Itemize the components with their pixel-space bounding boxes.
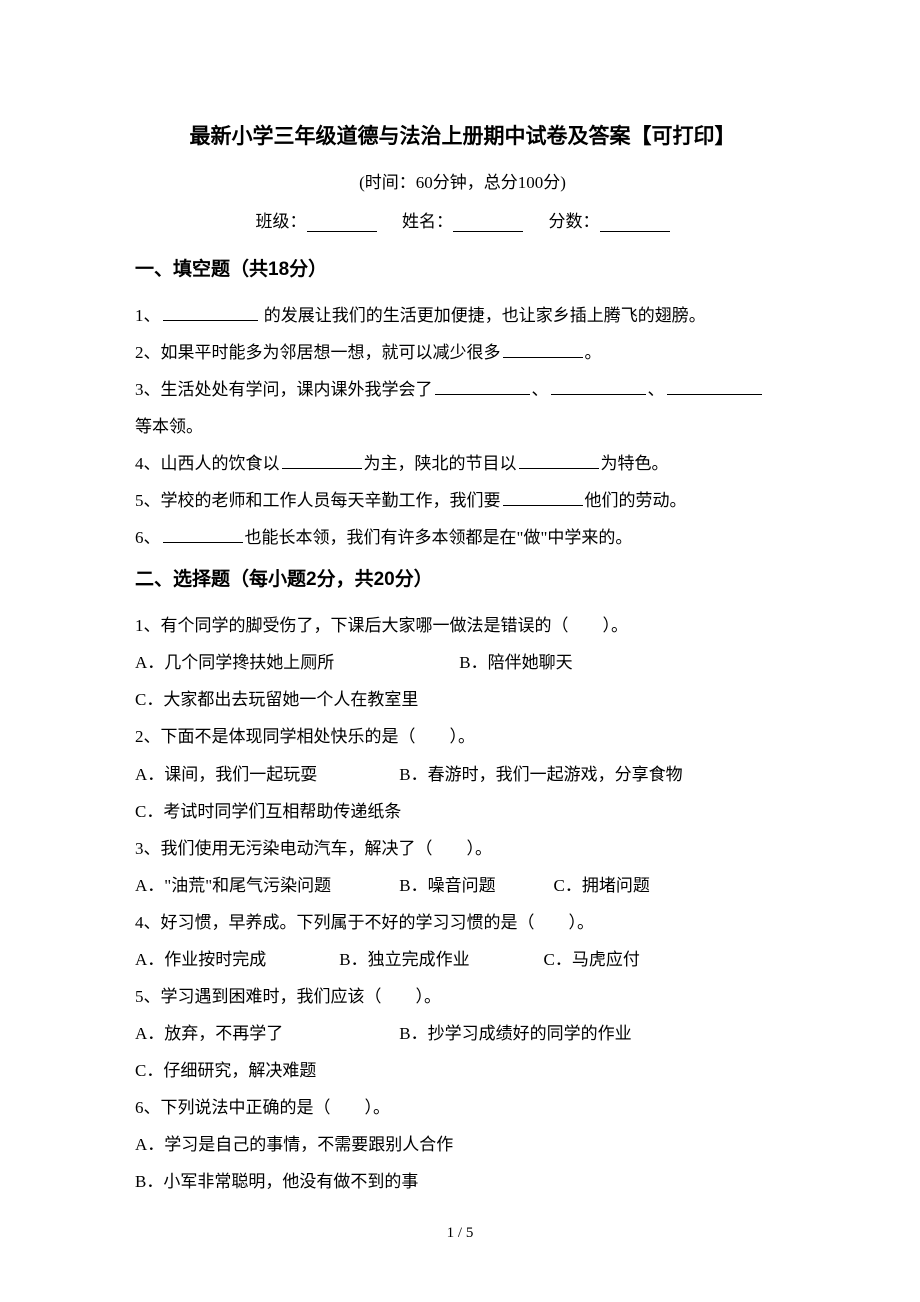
s2-q6-b[interactable]: B．小军非常聪明，他没有做不到的事 bbox=[135, 1163, 790, 1200]
s2-q1-b[interactable]: B．陪伴她聊天 bbox=[459, 653, 572, 672]
s1-q3-sep2: 、 bbox=[648, 380, 665, 399]
s2-q2-b[interactable]: B．春游时，我们一起游戏，分享食物 bbox=[399, 765, 682, 784]
s2-q2-c[interactable]: C．考试时同学们互相帮助传递纸条 bbox=[135, 793, 790, 830]
s2-q4-b[interactable]: B．独立完成作业 bbox=[339, 941, 539, 978]
name-label: 姓名： bbox=[402, 212, 453, 231]
s1-q2-pre: 2、如果平时能多为邻居想一想，就可以减少很多 bbox=[135, 343, 501, 362]
s1-q6: 6、 也能长本领，我们有许多本领都是在"做"中学来的。 bbox=[135, 519, 790, 556]
s1-q4-mid: 为主，陕北的节目以 bbox=[364, 454, 517, 473]
page-number: 1 / 5 bbox=[0, 1225, 920, 1242]
s2-q6: 6、下列说法中正确的是（ ）。 bbox=[135, 1089, 790, 1126]
s1-q3-blank3[interactable] bbox=[667, 381, 762, 395]
s1-q1-pre: 1、 bbox=[135, 306, 161, 325]
exam-subtitle: (时间：60分钟，总分100分) bbox=[135, 168, 790, 193]
s1-q2-blank[interactable] bbox=[503, 344, 583, 358]
s2-q1-options-ab: A．几个同学搀扶她上厕所 B．陪伴她聊天 bbox=[135, 644, 790, 681]
section1-header: 一、填空题（共18分） bbox=[135, 254, 790, 281]
s1-q5-pre: 5、学校的老师和工作人员每天辛勤工作，我们要 bbox=[135, 491, 501, 510]
section2-header: 二、选择题（每小题2分，共20分） bbox=[135, 564, 790, 591]
student-info-line: 班级： 姓名： 分数： bbox=[135, 207, 790, 232]
s1-q2: 2、如果平时能多为邻居想一想，就可以减少很多 。 bbox=[135, 334, 790, 371]
s2-q5-c[interactable]: C．仔细研究，解决难题 bbox=[135, 1052, 790, 1089]
s1-q1-blank[interactable] bbox=[163, 307, 258, 321]
class-label: 班级： bbox=[256, 212, 307, 231]
name-blank[interactable] bbox=[453, 214, 523, 232]
s1-q3-blank2[interactable] bbox=[551, 381, 646, 395]
s2-q1: 1、有个同学的脚受伤了，下课后大家哪一做法是错误的（ ）。 bbox=[135, 607, 790, 644]
class-blank[interactable] bbox=[307, 214, 377, 232]
s2-q3-options: A．"油荒"和尾气污染问题 B．噪音问题 C．拥堵问题 bbox=[135, 867, 790, 904]
s1-q4-pre: 4、山西人的饮食以 bbox=[135, 454, 280, 473]
s2-q2-options-ab: A．课间，我们一起玩耍 B．春游时，我们一起游戏，分享食物 bbox=[135, 756, 790, 793]
s2-q3-a[interactable]: A．"油荒"和尾气污染问题 bbox=[135, 867, 395, 904]
s1-q4-blank1[interactable] bbox=[282, 455, 362, 469]
s2-q5: 5、学习遇到困难时，我们应该（ ）。 bbox=[135, 978, 790, 1015]
s2-q4: 4、好习惯，早养成。下列属于不好的学习习惯的是（ ）。 bbox=[135, 904, 790, 941]
exam-title: 最新小学三年级道德与法治上册期中试卷及答案【可打印】 bbox=[135, 120, 790, 150]
s1-q3-blank1[interactable] bbox=[435, 381, 530, 395]
s2-q1-a[interactable]: A．几个同学搀扶她上厕所 bbox=[135, 644, 455, 681]
s1-q1-post: 的发展让我们的生活更加便捷，也让家乡插上腾飞的翅膀。 bbox=[260, 306, 706, 325]
s1-q2-post: 。 bbox=[585, 343, 602, 362]
score-label: 分数： bbox=[549, 212, 600, 231]
s1-q4: 4、山西人的饮食以 为主，陕北的节目以 为特色。 bbox=[135, 445, 790, 482]
s1-q6-blank[interactable] bbox=[163, 529, 243, 543]
s2-q3-c[interactable]: C．拥堵问题 bbox=[554, 876, 650, 895]
s1-q6-pre: 6、 bbox=[135, 528, 161, 547]
s1-q4-blank2[interactable] bbox=[519, 455, 599, 469]
s1-q3: 3、生活处处有学问，课内课外我学会了 、 、 bbox=[135, 371, 790, 408]
s2-q6-a[interactable]: A．学习是自己的事情，不需要跟别人合作 bbox=[135, 1126, 790, 1163]
s2-q3: 3、我们使用无污染电动汽车，解决了（ ）。 bbox=[135, 830, 790, 867]
s2-q5-b[interactable]: B．抄学习成绩好的同学的作业 bbox=[399, 1024, 631, 1043]
s2-q5-options-ab: A．放弃，不再学了 B．抄学习成绩好的同学的作业 bbox=[135, 1015, 790, 1052]
s1-q1: 1、 的发展让我们的生活更加便捷，也让家乡插上腾飞的翅膀。 bbox=[135, 297, 790, 334]
s2-q4-c[interactable]: C．马虎应付 bbox=[544, 950, 640, 969]
s1-q5-post: 他们的劳动。 bbox=[585, 491, 687, 510]
s2-q5-a[interactable]: A．放弃，不再学了 bbox=[135, 1015, 395, 1052]
s2-q4-options: A．作业按时完成 B．独立完成作业 C．马虎应付 bbox=[135, 941, 790, 978]
score-blank[interactable] bbox=[600, 214, 670, 232]
s1-q3-line2: 等本领。 bbox=[135, 408, 790, 445]
s2-q4-a[interactable]: A．作业按时完成 bbox=[135, 941, 335, 978]
s1-q5-blank[interactable] bbox=[503, 492, 583, 506]
s2-q2-a[interactable]: A．课间，我们一起玩耍 bbox=[135, 756, 395, 793]
s1-q4-post: 为特色。 bbox=[601, 454, 669, 473]
s2-q1-c[interactable]: C．大家都出去玩留她一个人在教室里 bbox=[135, 681, 790, 718]
s2-q3-b[interactable]: B．噪音问题 bbox=[399, 867, 549, 904]
s1-q5: 5、学校的老师和工作人员每天辛勤工作，我们要 他们的劳动。 bbox=[135, 482, 790, 519]
s2-q2: 2、下面不是体现同学相处快乐的是（ ）。 bbox=[135, 718, 790, 755]
s1-q3-sep1: 、 bbox=[532, 380, 549, 399]
s1-q3-pre: 3、生活处处有学问，课内课外我学会了 bbox=[135, 380, 433, 399]
s1-q6-post: 也能长本领，我们有许多本领都是在"做"中学来的。 bbox=[245, 528, 633, 547]
